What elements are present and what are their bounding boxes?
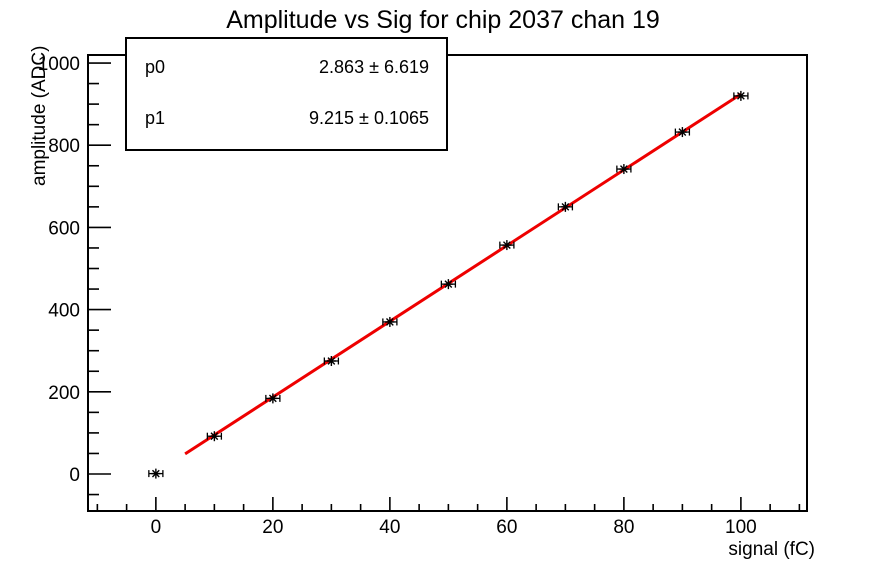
x-axis-title: signal (fC) (728, 539, 815, 560)
svg-text:100: 100 (725, 517, 757, 538)
data-point (674, 127, 691, 138)
svg-text:80: 80 (613, 517, 634, 538)
fit-stats-box: p0 2.863 ± 6.619 p1 9.215 ± 0.1065 (125, 37, 448, 151)
x-axis-ticks (96, 497, 801, 511)
svg-text:600: 600 (48, 218, 80, 239)
data-series (148, 90, 749, 479)
data-point (382, 316, 398, 327)
svg-text:40: 40 (379, 517, 400, 538)
svg-text:0: 0 (151, 517, 162, 538)
svg-text:20: 20 (262, 517, 283, 538)
svg-text:60: 60 (496, 517, 517, 538)
chart-title: Amplitude vs Sig for chip 2037 chan 19 (226, 6, 660, 34)
data-point (206, 431, 223, 442)
stats-row-p1: p1 9.215 ± 0.1065 (145, 108, 429, 129)
data-point (557, 201, 574, 212)
data-point (499, 240, 515, 251)
x-axis-tick-labels: 0 20 40 60 80 100 (151, 517, 757, 538)
data-point (440, 279, 457, 290)
y-axis-title: amplitude (ADC) (29, 46, 50, 186)
data-point (148, 468, 164, 479)
svg-text:1000: 1000 (38, 54, 80, 75)
data-point (323, 355, 340, 366)
svg-text:0: 0 (69, 465, 80, 486)
stats-p1-value: 9.215 ± 0.1065 (309, 108, 429, 128)
y-axis-tick-labels: 0 200 400 600 800 1000 (38, 54, 80, 486)
stats-p0-label: p0 (145, 57, 166, 77)
fit-line (184, 92, 742, 456)
svg-text:200: 200 (48, 383, 80, 404)
stats-row-p0: p0 2.863 ± 6.619 (145, 57, 429, 78)
svg-text:400: 400 (48, 301, 80, 322)
svg-text:800: 800 (48, 136, 80, 157)
stats-p0-value: 2.863 ± 6.619 (319, 57, 429, 77)
stats-p1-label: p1 (145, 108, 166, 128)
data-point (733, 90, 749, 101)
data-point (265, 393, 281, 404)
data-point (616, 164, 632, 175)
y-axis-ticks (88, 62, 111, 496)
